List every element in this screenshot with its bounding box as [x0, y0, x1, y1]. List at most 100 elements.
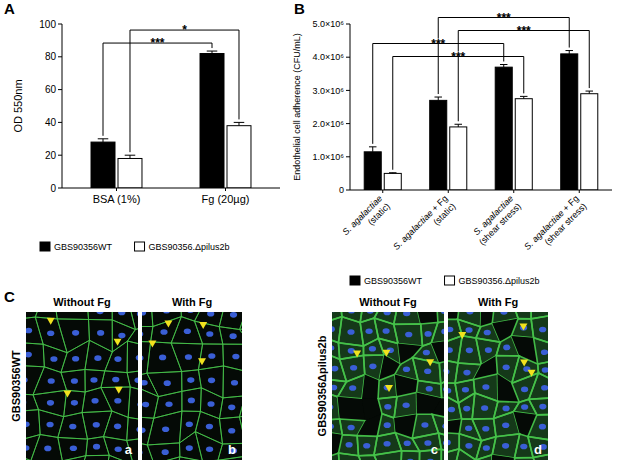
cell-outline — [26, 455, 41, 460]
nucleus — [465, 443, 472, 449]
cell-outline — [61, 369, 85, 391]
y-tick-label: 0 — [50, 183, 56, 194]
cell-outline — [128, 325, 138, 347]
cell-outline — [223, 366, 242, 398]
bar-chart: 020406080100OD 550nmBSA (1%)Fg (20µg)***… — [12, 19, 280, 253]
legend-swatch — [350, 276, 360, 285]
nucleus — [72, 356, 79, 362]
arrowhead — [148, 340, 156, 347]
nucleus — [91, 398, 98, 404]
nucleus — [519, 312, 526, 313]
significance-label: * — [182, 23, 187, 37]
cell-outline — [394, 392, 417, 417]
nucleus — [348, 425, 355, 431]
legend-swatch — [445, 276, 455, 285]
cell-outline — [219, 417, 242, 444]
arrowhead — [63, 390, 71, 397]
cell-outline — [127, 341, 138, 373]
x-axis — [62, 188, 280, 189]
plot-marks — [364, 51, 598, 190]
cell-outline — [223, 344, 242, 371]
nucleus — [69, 424, 76, 430]
category-label: S. agalactiae(shear stress) — [469, 193, 523, 247]
y-tick-label: 2.0×10⁶ — [313, 119, 345, 129]
nucleus — [421, 422, 428, 428]
nucleus — [71, 400, 78, 406]
tile-letter: c — [431, 442, 438, 457]
panel-letter: B — [294, 0, 305, 17]
bar — [430, 100, 447, 190]
y-tick — [346, 190, 350, 191]
cell-outline — [441, 449, 444, 460]
significance-bracket — [438, 18, 569, 95]
nucleus — [206, 331, 213, 337]
cell-outline — [219, 327, 242, 345]
nucleus — [466, 348, 473, 354]
nucleus — [332, 404, 333, 410]
column-head: Without Fg — [359, 296, 416, 308]
error-bar — [389, 172, 396, 174]
nucleus — [46, 422, 53, 428]
y-axis — [350, 24, 351, 190]
nucleus — [44, 446, 51, 452]
nucleus — [484, 330, 491, 336]
error-cap — [520, 96, 527, 97]
label-part: (shear stress) — [477, 201, 523, 247]
nucleus — [142, 402, 149, 408]
cell-outline — [401, 451, 420, 460]
error-cap — [369, 146, 376, 147]
nucleus — [138, 449, 139, 455]
cell-outline — [147, 443, 179, 460]
nucleus — [332, 385, 337, 391]
y-tick — [346, 123, 350, 124]
x-tick — [382, 190, 383, 193]
cell-outline — [219, 396, 242, 419]
nucleus — [188, 398, 195, 404]
arrowhead — [382, 350, 390, 357]
cell-outline — [86, 437, 109, 456]
label-part: S. agalactiae — [391, 208, 435, 252]
nucleus — [363, 443, 370, 449]
cell-outline — [78, 455, 109, 460]
tile-ground — [26, 312, 138, 460]
x-tick — [225, 188, 226, 191]
nucleus — [26, 445, 29, 451]
bar — [450, 127, 467, 190]
nucleus — [369, 346, 376, 352]
bar — [515, 99, 532, 190]
cell-outline — [58, 456, 86, 460]
panel-letter: C — [4, 288, 15, 305]
cell-outline — [195, 432, 222, 460]
category-label: BSA (1%) — [93, 193, 141, 205]
error-bar — [207, 51, 218, 53]
cell-outline — [374, 451, 402, 460]
nucleus — [118, 312, 125, 315]
arrowhead — [519, 324, 527, 331]
error-cap — [434, 97, 441, 98]
error-bar — [434, 97, 441, 100]
error-bar — [369, 147, 376, 152]
nucleus — [228, 405, 235, 411]
nucleus — [426, 386, 433, 392]
cell-outline — [174, 457, 202, 460]
cell-outline — [112, 320, 135, 352]
nucleus — [165, 402, 172, 408]
cell-outline — [26, 435, 40, 460]
category-label: S. agalactiae + Fg(static) — [391, 193, 457, 259]
nucleus — [463, 370, 470, 376]
nucleus — [207, 312, 214, 317]
figure: AB020406080100OD 550nmBSA (1%)Fg (20µg)*… — [0, 0, 624, 466]
legend: GBS90356WTGBS90356.Δpilus2b — [40, 242, 230, 252]
nucleus — [208, 378, 215, 384]
significance-bracket — [103, 43, 212, 136]
nucleus — [448, 440, 451, 446]
nucleus — [348, 312, 355, 314]
cell-outline — [26, 393, 39, 411]
arrowhead — [199, 322, 207, 329]
arrowhead — [458, 332, 466, 339]
nucleus — [347, 329, 354, 335]
cell-outline — [338, 375, 365, 399]
tile-letter: d — [534, 442, 542, 457]
column-head: With Fg — [478, 296, 518, 308]
cell-outline — [437, 312, 444, 322]
